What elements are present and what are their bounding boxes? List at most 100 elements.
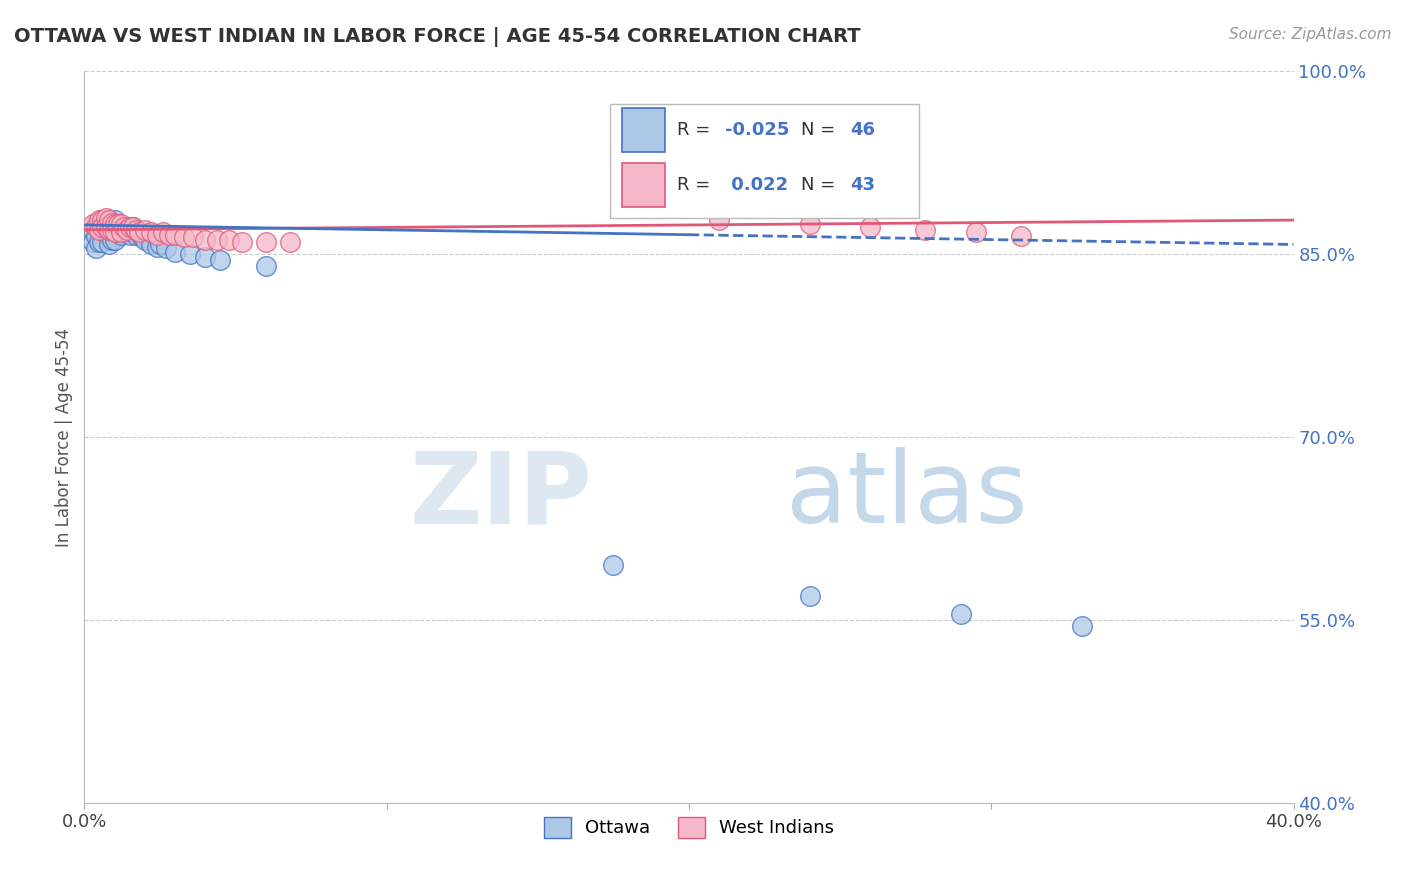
- Point: [254, 235, 277, 249]
- Point: [86, 220, 108, 235]
- Point: [91, 223, 114, 237]
- Point: [104, 217, 127, 231]
- Point: [155, 241, 177, 255]
- Text: OTTAWA VS WEST INDIAN IN LABOR FORCE | AGE 45-54 CORRELATION CHART: OTTAWA VS WEST INDIAN IN LABOR FORCE | A…: [14, 27, 860, 46]
- Point: [86, 241, 108, 255]
- Text: -0.025: -0.025: [725, 121, 790, 139]
- Point: [94, 225, 117, 239]
- Point: [112, 220, 135, 235]
- Point: [134, 233, 156, 247]
- Text: Source: ZipAtlas.com: Source: ZipAtlas.com: [1229, 27, 1392, 42]
- Point: [146, 227, 169, 242]
- Text: atlas: atlas: [786, 447, 1028, 544]
- Point: [89, 235, 111, 249]
- Point: [134, 223, 156, 237]
- Point: [91, 213, 114, 227]
- Point: [104, 233, 127, 247]
- Point: [107, 225, 129, 239]
- Point: [110, 227, 132, 242]
- Point: [181, 230, 204, 244]
- Point: [152, 225, 174, 239]
- Point: [100, 233, 122, 247]
- Point: [194, 250, 217, 264]
- Point: [194, 233, 217, 247]
- Point: [110, 217, 132, 231]
- Text: 43: 43: [849, 176, 875, 194]
- Point: [94, 211, 117, 225]
- Point: [165, 244, 187, 259]
- Point: [89, 223, 111, 237]
- Y-axis label: In Labor Force | Age 45-54: In Labor Force | Age 45-54: [55, 327, 73, 547]
- Point: [602, 558, 624, 573]
- Point: [118, 227, 141, 242]
- Point: [1071, 619, 1094, 633]
- Point: [97, 223, 120, 237]
- FancyBboxPatch shape: [610, 104, 918, 218]
- Point: [121, 220, 143, 235]
- Point: [94, 217, 117, 231]
- Text: R =: R =: [676, 121, 710, 139]
- Point: [125, 227, 148, 242]
- Point: [94, 220, 117, 235]
- Point: [165, 227, 187, 242]
- Point: [86, 217, 108, 231]
- Point: [100, 225, 122, 239]
- Point: [110, 219, 132, 234]
- Point: [97, 237, 120, 252]
- Point: [799, 589, 821, 603]
- Text: R =: R =: [676, 176, 710, 194]
- Text: 0.022: 0.022: [725, 176, 789, 194]
- Point: [157, 227, 180, 242]
- Point: [104, 223, 127, 237]
- Point: [231, 235, 253, 249]
- Point: [254, 260, 277, 274]
- Point: [82, 217, 104, 231]
- Point: [107, 217, 129, 231]
- Text: ZIP: ZIP: [409, 447, 592, 544]
- Point: [218, 233, 240, 247]
- Point: [91, 235, 114, 249]
- Point: [104, 225, 127, 239]
- Point: [97, 228, 120, 243]
- Point: [115, 223, 138, 237]
- Point: [112, 220, 135, 235]
- Point: [799, 217, 821, 231]
- Point: [89, 223, 111, 237]
- Point: [149, 237, 172, 252]
- Point: [207, 233, 229, 247]
- Point: [950, 607, 973, 621]
- Point: [131, 230, 153, 244]
- Point: [709, 213, 731, 227]
- Point: [115, 225, 138, 239]
- Point: [89, 217, 111, 231]
- Point: [209, 253, 232, 268]
- Point: [121, 220, 143, 235]
- Bar: [623, 108, 665, 152]
- Point: [100, 215, 122, 229]
- Point: [1011, 228, 1033, 243]
- Point: [100, 223, 122, 237]
- Point: [139, 225, 162, 239]
- Point: [97, 223, 120, 237]
- Point: [128, 225, 150, 239]
- Point: [91, 217, 114, 231]
- Point: [179, 247, 201, 261]
- Point: [914, 223, 936, 237]
- Point: [89, 213, 111, 227]
- Point: [859, 220, 882, 235]
- Point: [104, 213, 127, 227]
- Point: [139, 237, 162, 252]
- Text: N =: N =: [801, 176, 835, 194]
- Point: [86, 228, 108, 243]
- Point: [128, 225, 150, 239]
- Point: [107, 217, 129, 231]
- Point: [173, 230, 195, 244]
- Point: [118, 220, 141, 235]
- Point: [82, 223, 104, 237]
- Text: N =: N =: [801, 121, 835, 139]
- Point: [965, 225, 987, 239]
- Point: [278, 235, 301, 249]
- Point: [97, 213, 120, 227]
- Point: [110, 225, 132, 239]
- Point: [91, 220, 114, 235]
